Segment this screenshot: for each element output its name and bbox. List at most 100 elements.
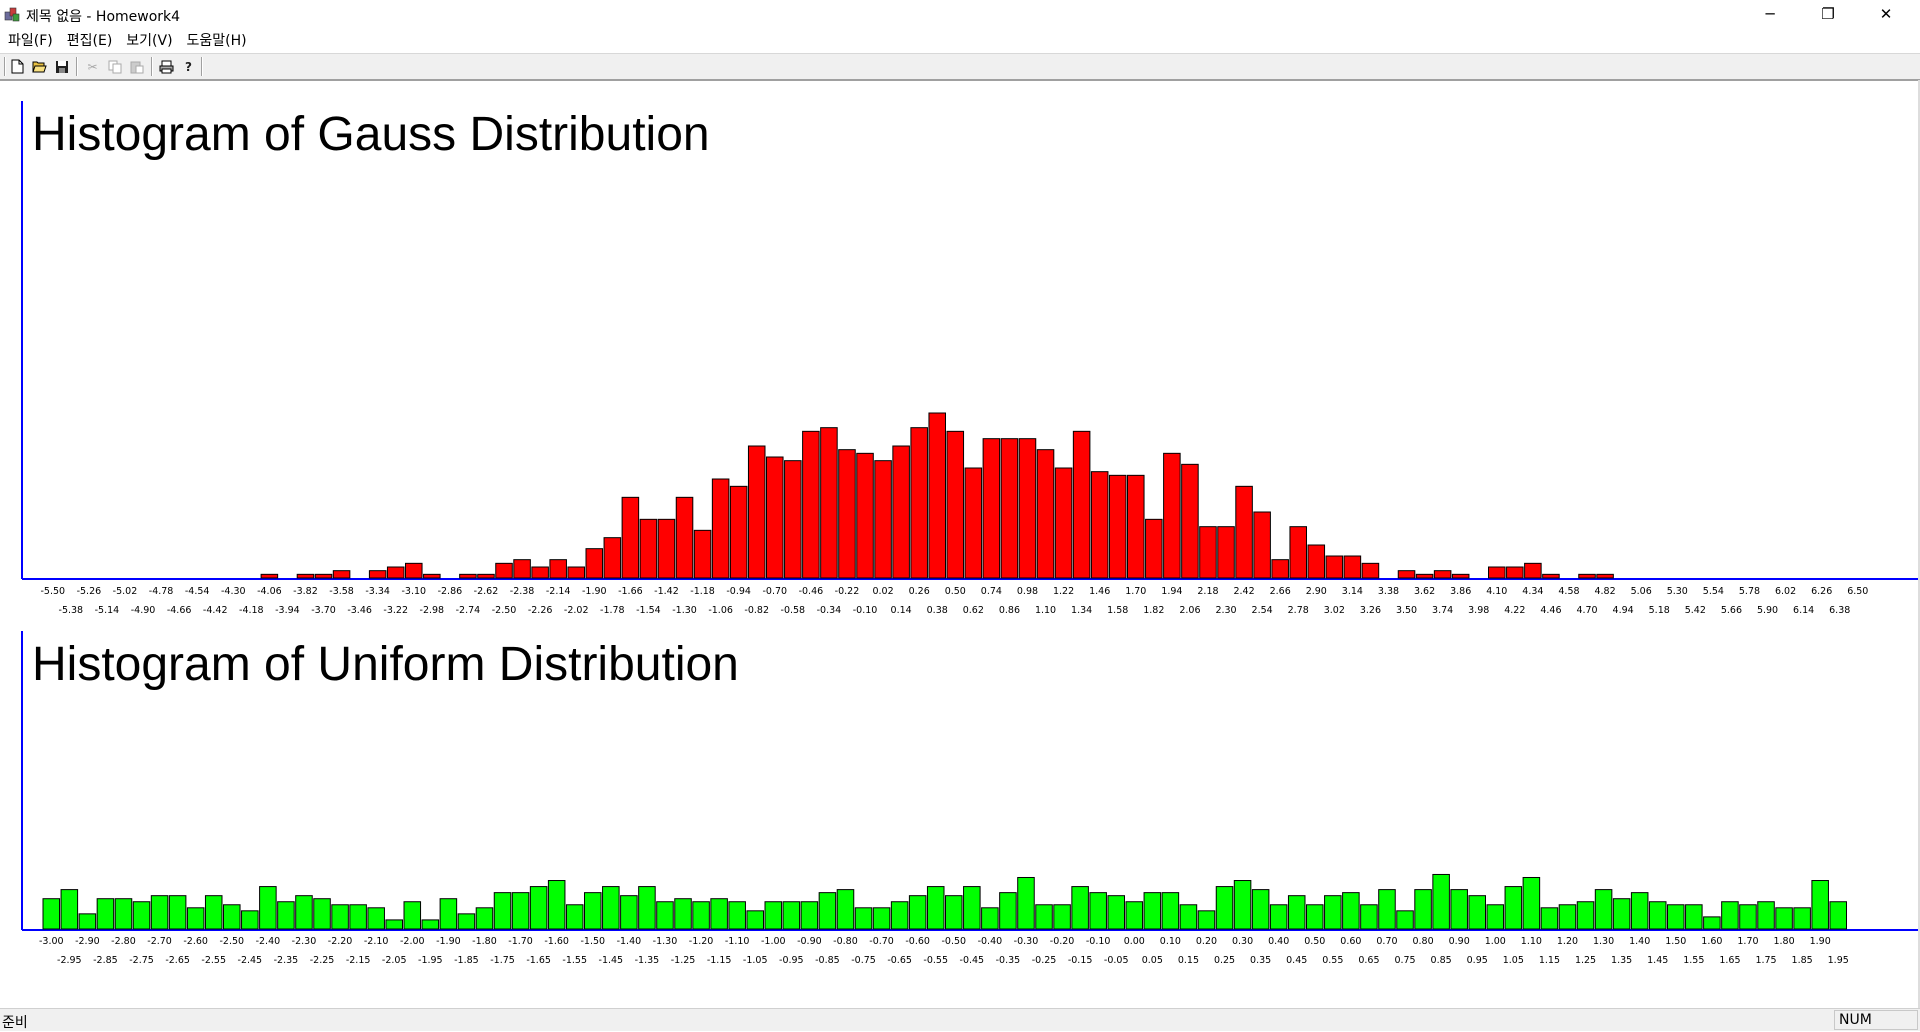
chart-title: Histogram of Uniform Distribution — [32, 638, 739, 691]
histogram-bar — [1287, 895, 1306, 930]
tick-label: 0.98 — [1017, 586, 1038, 597]
histogram-bar — [78, 913, 97, 930]
tick-label: 1.15 — [1539, 955, 1560, 966]
histogram-bar — [1506, 566, 1524, 579]
tick-label: -2.45 — [238, 955, 263, 966]
histogram-bar — [1251, 889, 1270, 930]
histogram-bar — [892, 445, 910, 579]
restore-button[interactable]: ❐ — [1799, 0, 1857, 28]
tick-label: 6.38 — [1829, 605, 1850, 616]
tick-label: -1.90 — [436, 936, 461, 947]
tick-label: -0.22 — [835, 586, 860, 597]
histogram-bar — [477, 573, 495, 579]
tick-label: -5.38 — [59, 605, 84, 616]
tick-label: -0.75 — [851, 955, 876, 966]
print-button[interactable] — [158, 58, 175, 75]
tick-label: -1.66 — [618, 586, 643, 597]
tick-label: 0.50 — [945, 586, 966, 597]
histogram-bar — [132, 901, 151, 930]
tick-label: 1.22 — [1053, 586, 1074, 597]
minimize-button[interactable]: ─ — [1741, 0, 1799, 28]
open-button[interactable] — [31, 58, 48, 75]
close-button[interactable]: ✕ — [1857, 0, 1915, 28]
save-button[interactable] — [53, 58, 70, 75]
histogram-bar — [1090, 471, 1109, 579]
cut-button[interactable]: ✂ — [84, 58, 101, 75]
tick-label: -2.40 — [256, 936, 281, 947]
tick-label: -2.10 — [364, 936, 389, 947]
tick-label: -2.75 — [129, 955, 154, 966]
tick-label: 1.45 — [1647, 955, 1668, 966]
tick-label: 5.90 — [1757, 605, 1778, 616]
histogram-bar — [1108, 474, 1127, 579]
histogram-bar — [1542, 573, 1560, 579]
tick-label: -1.18 — [690, 586, 715, 597]
histogram-bar — [1450, 889, 1468, 930]
menu-help[interactable]: 도움말(H) — [186, 33, 247, 49]
tick-label: 0.25 — [1214, 955, 1235, 966]
tick-label: 0.38 — [927, 605, 948, 616]
toolbar-separator — [76, 57, 78, 76]
tick-label: -2.86 — [438, 586, 463, 597]
tick-label: 0.80 — [1412, 936, 1433, 947]
tick-label: -1.30 — [672, 605, 697, 616]
tick-label: 5.18 — [1649, 605, 1670, 616]
histogram-bar — [1325, 555, 1344, 579]
new-file-button[interactable] — [9, 58, 26, 75]
toolbar-separator — [151, 57, 153, 76]
histogram-bar — [513, 559, 531, 579]
tick-label: 4.94 — [1613, 605, 1634, 616]
histogram-bar — [1215, 886, 1234, 930]
histogram-bar — [1071, 886, 1089, 930]
histogram-bar — [531, 566, 549, 579]
histogram-bar — [1558, 904, 1577, 930]
histogram-bar — [1197, 910, 1216, 930]
histogram-bar — [186, 907, 205, 930]
histogram-bar — [529, 886, 548, 930]
tick-label: 1.58 — [1107, 605, 1128, 616]
menu-view[interactable]: 보기(V) — [126, 33, 173, 49]
tick-label: -1.20 — [689, 936, 714, 947]
menu-edit[interactable]: 편집(E) — [66, 33, 113, 49]
histogram-bar — [1685, 904, 1703, 930]
tick-label: -1.95 — [418, 955, 443, 966]
histogram-bar — [945, 895, 963, 930]
histogram-bar — [1468, 895, 1486, 930]
paste-button[interactable] — [128, 58, 145, 75]
histogram-bar — [459, 573, 477, 579]
histogram-bar — [872, 907, 891, 930]
tick-label: -2.50 — [219, 936, 244, 947]
histogram-bar — [1488, 566, 1506, 579]
histogram-bar — [1576, 901, 1595, 930]
histogram-bar — [784, 460, 802, 579]
tick-label: -2.30 — [292, 936, 317, 947]
tick-label: 0.85 — [1431, 955, 1452, 966]
tick-label: -1.78 — [600, 605, 625, 616]
tick-label: 0.95 — [1467, 955, 1488, 966]
histogram-bar — [926, 886, 945, 930]
about-button[interactable]: ? — [180, 58, 197, 75]
menu-file[interactable]: 파일(F) — [8, 33, 53, 49]
tick-label: -1.60 — [544, 936, 569, 947]
histogram-bar — [854, 907, 873, 930]
histogram-bar — [638, 886, 656, 930]
histogram-bar — [1397, 570, 1416, 579]
tick-label: 1.75 — [1755, 955, 1776, 966]
histogram-bar — [565, 904, 584, 930]
tick-label: -0.65 — [887, 955, 912, 966]
histogram-bar — [928, 412, 947, 579]
restore-icon: ❐ — [1821, 5, 1835, 23]
histogram-bar — [656, 901, 674, 930]
tick-label: 5.42 — [1685, 605, 1706, 616]
histogram-bar — [711, 478, 730, 579]
histogram-bar — [405, 562, 423, 579]
tick-label: 1.20 — [1557, 936, 1578, 947]
tick-label: -2.26 — [528, 605, 553, 616]
tick-label: 5.30 — [1667, 586, 1688, 597]
num-lock-indicator: NUM — [1834, 1010, 1918, 1030]
histogram-bar — [495, 562, 513, 579]
histogram-bar — [1235, 485, 1253, 579]
tick-label: -1.10 — [725, 936, 750, 947]
tick-label: -2.05 — [382, 955, 407, 966]
copy-button[interactable] — [106, 58, 123, 75]
